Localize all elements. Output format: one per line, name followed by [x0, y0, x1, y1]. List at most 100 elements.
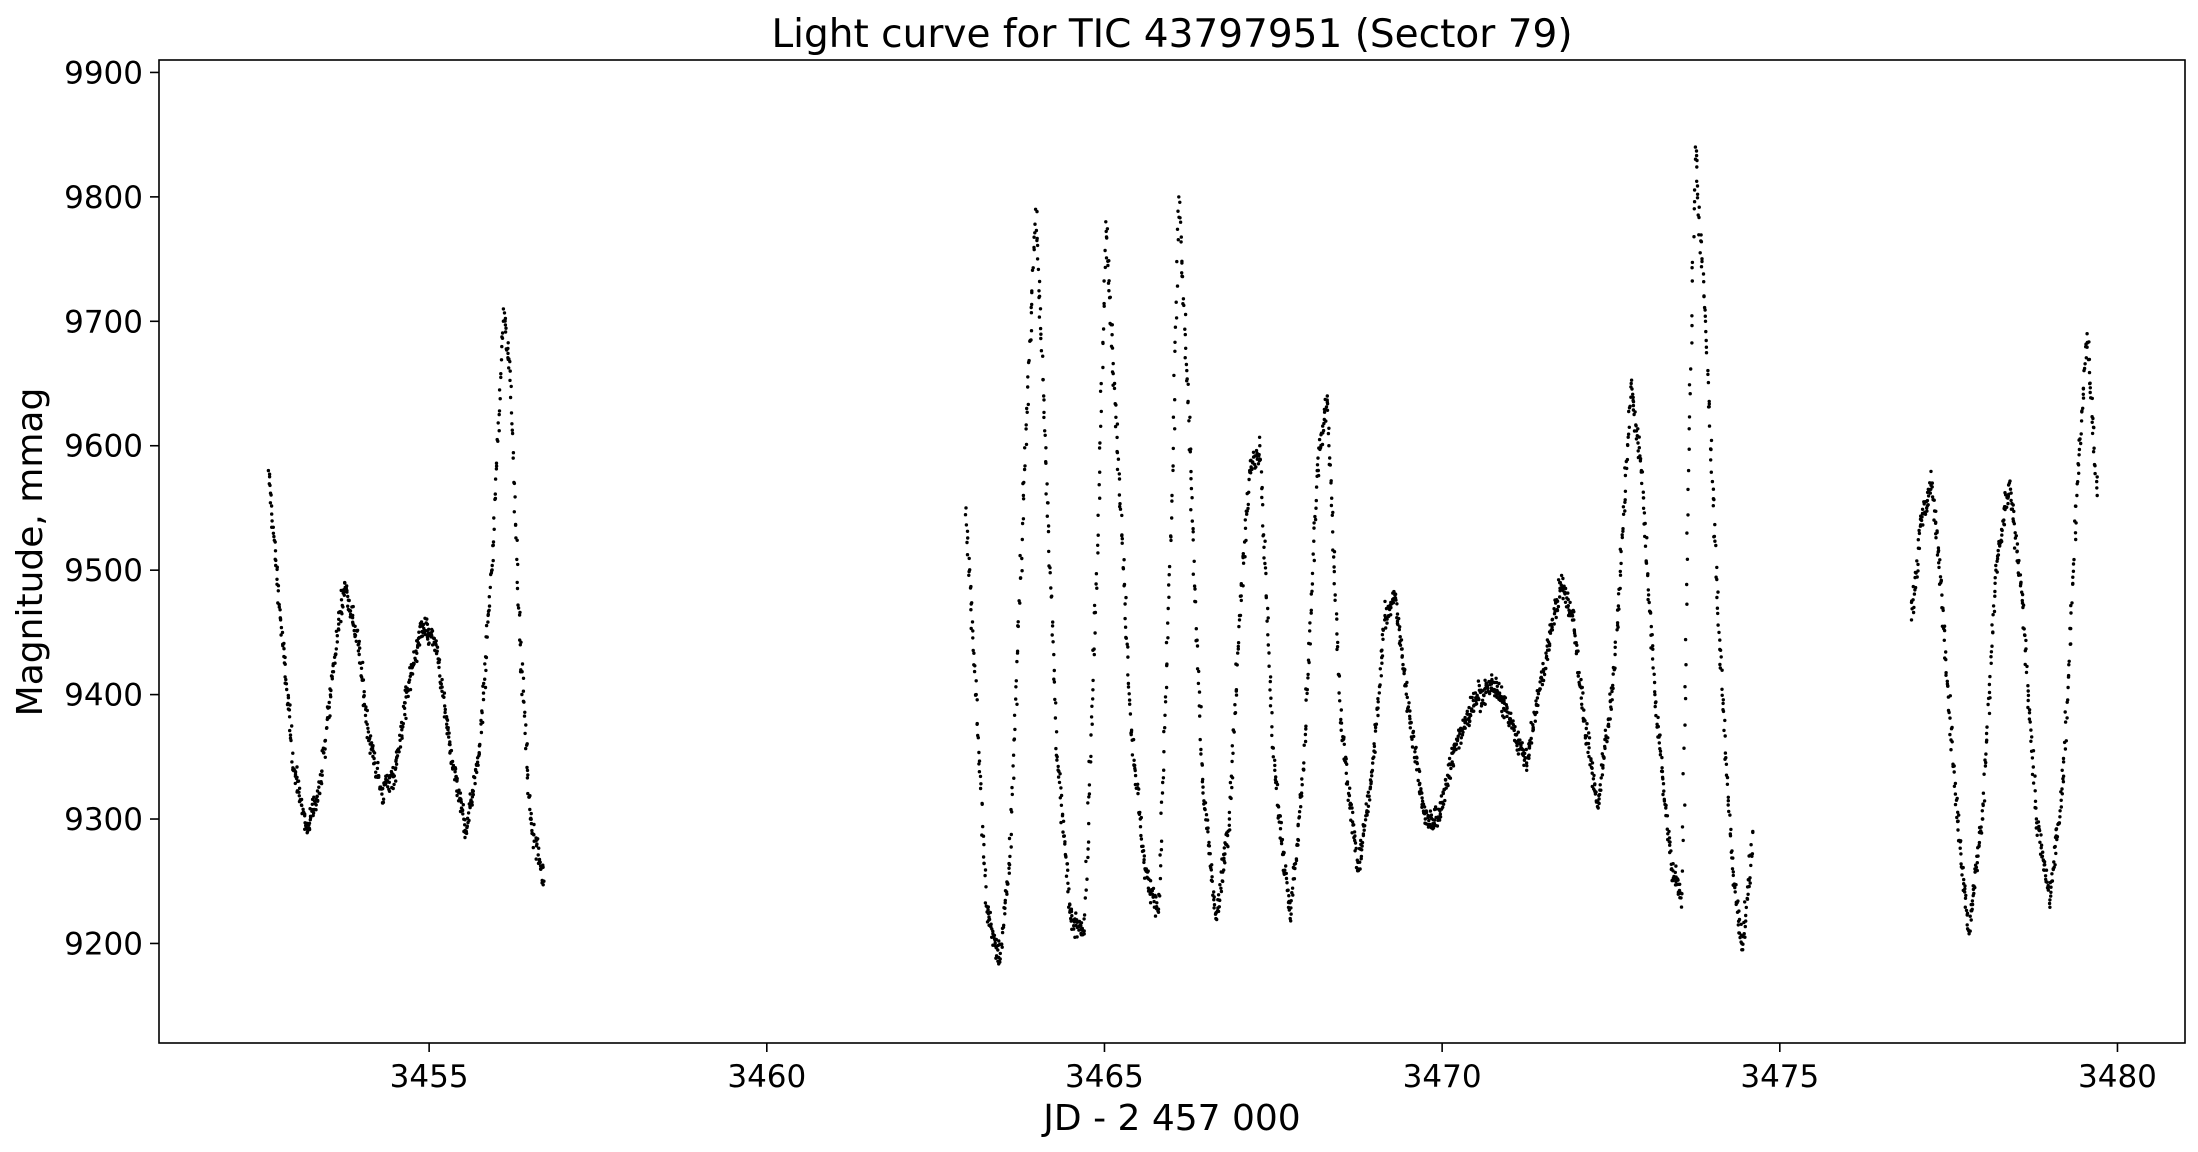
data-point [1987, 711, 1992, 716]
data-point [364, 705, 368, 709]
data-point [1096, 533, 1100, 537]
data-point [285, 687, 289, 692]
data-point [490, 563, 494, 568]
data-point [1925, 504, 1930, 508]
data-point [1963, 884, 1967, 888]
data-point [508, 378, 512, 383]
data-point [484, 668, 488, 673]
data-point [2033, 789, 2037, 793]
data-point [1641, 496, 1646, 500]
data-point [1420, 796, 1424, 800]
data-point [2070, 601, 2074, 605]
data-point [1512, 728, 1516, 732]
data-point [1183, 312, 1188, 317]
data-point [1407, 701, 1411, 705]
data-point [421, 622, 426, 627]
data-point [1917, 528, 1921, 533]
data-point [1668, 843, 1672, 847]
data-point [1616, 604, 1621, 608]
data-point [1441, 802, 1446, 806]
data-point [470, 800, 474, 804]
data-point [1350, 820, 1355, 824]
data-point [1665, 814, 1670, 818]
data-point [1266, 643, 1271, 647]
data-point [1376, 706, 1380, 710]
data-point [468, 792, 472, 796]
data-point [1267, 651, 1271, 655]
data-point [1042, 415, 1046, 420]
data-point [434, 643, 438, 647]
data-point [1161, 780, 1165, 785]
y-tick-label: 9400 [64, 678, 143, 714]
data-point [1018, 601, 1022, 605]
data-point [1250, 467, 1254, 472]
data-point [1695, 184, 1700, 188]
data-point [977, 762, 981, 766]
data-point [1296, 837, 1300, 842]
data-point [434, 651, 439, 656]
data-point [1720, 693, 1724, 697]
data-point [1197, 690, 1202, 694]
data-point [1199, 752, 1203, 756]
data-point [513, 495, 517, 499]
data-point [1482, 693, 1486, 698]
data-point [297, 786, 302, 790]
data-point [1737, 909, 1741, 913]
data-point [994, 937, 998, 942]
data-point [976, 733, 980, 738]
data-point [419, 620, 424, 624]
data-point [1332, 550, 1337, 554]
data-point [506, 351, 510, 356]
data-point [1646, 588, 1651, 592]
data-point [1096, 513, 1100, 517]
x-tick-label: 3460 [727, 1059, 806, 1095]
data-point [1559, 573, 1564, 578]
data-point [1095, 586, 1099, 590]
data-point [1631, 403, 1636, 408]
data-point [2088, 390, 2092, 395]
data-point [1917, 531, 1922, 536]
data-point [1947, 710, 1951, 715]
data-point [1285, 881, 1289, 885]
data-point [1646, 573, 1650, 578]
data-point [1314, 485, 1319, 489]
data-point [273, 540, 277, 544]
data-point [1129, 728, 1134, 732]
data-point [1081, 928, 1085, 933]
data-point [1743, 900, 1747, 904]
data-point [1266, 606, 1270, 611]
data-point [1531, 726, 1535, 731]
data-point [1239, 598, 1244, 603]
data-point [1378, 683, 1382, 687]
data-point [1231, 728, 1236, 732]
data-point [1254, 448, 1259, 453]
chart-title: Light curve for TIC 43797951 (Sector 79) [771, 12, 1572, 57]
data-point [497, 412, 501, 417]
data-point [1712, 534, 1717, 539]
data-point [1339, 717, 1343, 722]
data-point [1062, 834, 1067, 838]
data-point [1981, 802, 1985, 806]
data-point [1378, 667, 1383, 671]
data-point [1084, 888, 1088, 892]
data-point [1389, 613, 1393, 617]
data-point [1993, 581, 1997, 585]
data-point [1005, 881, 1010, 885]
data-point [1179, 240, 1183, 244]
data-point [1955, 815, 1959, 820]
data-point [2009, 491, 2013, 495]
data-point [1305, 691, 1309, 696]
data-point [1142, 858, 1146, 862]
data-point [1284, 871, 1289, 876]
data-point [285, 702, 290, 707]
data-point [1173, 340, 1177, 344]
data-point [1186, 400, 1190, 405]
data-point [1660, 769, 1665, 774]
data-point [981, 834, 986, 838]
data-point [1178, 220, 1183, 224]
data-point [497, 429, 501, 433]
data-point [1038, 307, 1043, 311]
data-point [1029, 329, 1034, 333]
data-point [1261, 524, 1265, 528]
data-point [2077, 453, 2081, 457]
